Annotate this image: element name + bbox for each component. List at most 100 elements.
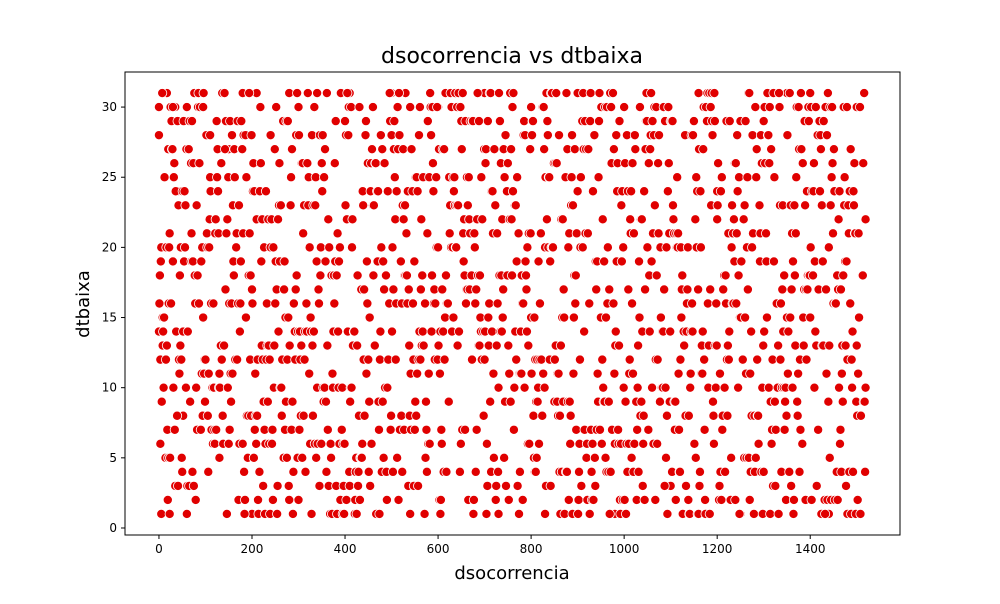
data-point: [172, 410, 183, 421]
data-point: [331, 270, 342, 281]
data-point: [782, 368, 793, 379]
data-point: [180, 200, 191, 211]
data-point: [421, 466, 432, 477]
data-point: [512, 172, 523, 183]
data-point: [592, 368, 603, 379]
data-point: [254, 466, 265, 477]
data-point: [211, 116, 222, 127]
data-point: [653, 228, 664, 239]
data-point: [432, 102, 443, 113]
data-point: [352, 340, 363, 351]
data-point: [687, 130, 698, 141]
data-point: [568, 312, 579, 323]
data-point: [234, 326, 245, 337]
data-point: [491, 340, 502, 351]
data-point: [310, 200, 321, 211]
data-point: [705, 284, 716, 295]
data-point: [853, 368, 864, 379]
data-point: [334, 242, 345, 253]
data-point: [444, 228, 455, 239]
data-point: [489, 144, 500, 155]
data-point: [310, 172, 321, 183]
data-point: [792, 396, 803, 407]
data-point: [693, 88, 704, 99]
data-point: [751, 172, 762, 183]
data-point: [276, 410, 287, 421]
data-point: [271, 102, 282, 113]
data-point: [833, 214, 844, 225]
data-point: [594, 424, 605, 435]
data-point: [224, 424, 235, 435]
data-point: [645, 144, 656, 155]
data-point: [711, 340, 722, 351]
data-point: [574, 466, 585, 477]
data-point: [724, 326, 735, 337]
data-point: [854, 312, 865, 323]
data-point: [523, 340, 534, 351]
data-point: [571, 424, 582, 435]
data-point: [377, 396, 388, 407]
data-point: [623, 284, 634, 295]
data-point: [810, 326, 821, 337]
data-point: [577, 242, 588, 253]
data-point: [714, 480, 725, 491]
data-point: [837, 396, 848, 407]
data-point: [847, 326, 858, 337]
data-point: [321, 466, 332, 477]
data-point: [636, 214, 647, 225]
data-point: [315, 242, 326, 253]
data-point: [650, 494, 661, 505]
data-point: [492, 298, 503, 309]
data-point: [181, 508, 192, 519]
data-point: [304, 368, 315, 379]
data-point: [746, 326, 757, 337]
data-point: [768, 256, 779, 267]
data-point: [621, 508, 632, 519]
data-point: [174, 270, 185, 281]
data-point: [643, 158, 654, 169]
data-point: [663, 102, 674, 113]
data-point: [480, 158, 491, 169]
data-point: [627, 298, 638, 309]
y-tick-label: 20: [102, 240, 117, 254]
data-point: [594, 116, 605, 127]
data-point: [789, 270, 800, 281]
data-point: [436, 424, 447, 435]
data-point: [191, 200, 202, 211]
data-point: [711, 298, 722, 309]
data-point: [336, 424, 347, 435]
data-point: [368, 200, 379, 211]
data-point: [742, 284, 753, 295]
data-point: [166, 298, 177, 309]
data-point: [264, 354, 275, 365]
data-point: [522, 242, 533, 253]
data-point: [448, 312, 459, 323]
data-point: [426, 326, 437, 337]
data-point: [362, 298, 373, 309]
data-point: [582, 228, 593, 239]
data-point: [228, 270, 239, 281]
data-point: [320, 144, 331, 155]
data-point: [288, 298, 299, 309]
data-point: [788, 494, 799, 505]
data-point: [659, 284, 670, 295]
data-point: [226, 396, 237, 407]
data-point: [415, 354, 426, 365]
data-point: [845, 298, 856, 309]
data-point: [561, 88, 572, 99]
data-point: [167, 256, 178, 267]
data-point: [709, 116, 720, 127]
data-point: [493, 466, 504, 477]
data-point: [307, 340, 318, 351]
data-point: [255, 158, 266, 169]
data-point: [630, 144, 641, 155]
y-axis-label: dtbaixa: [73, 270, 94, 338]
data-point: [305, 312, 316, 323]
data-point: [490, 200, 501, 211]
data-point: [660, 382, 671, 393]
data-point: [646, 88, 657, 99]
data-point: [521, 326, 532, 337]
data-point: [646, 256, 657, 267]
data-point: [687, 326, 698, 337]
data-point: [227, 368, 238, 379]
